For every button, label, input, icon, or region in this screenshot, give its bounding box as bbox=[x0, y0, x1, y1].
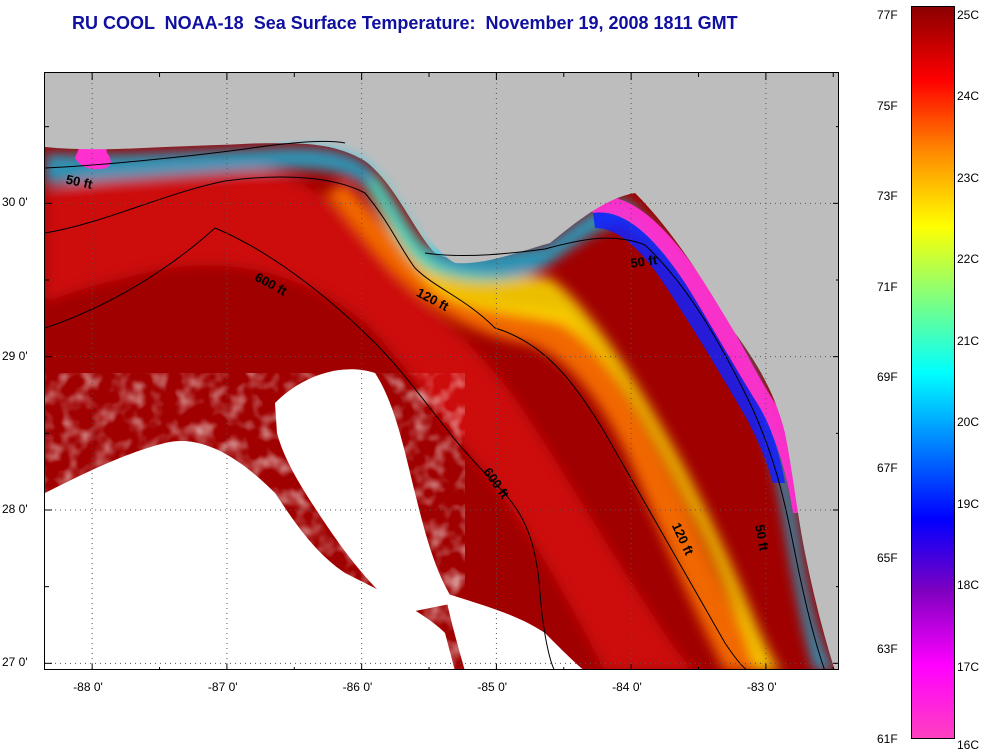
colorbar-fahrenheit-label: 67F bbox=[877, 460, 898, 475]
colorbar-celsius-label: 24C bbox=[957, 89, 980, 104]
sea-cyan-band bbox=[45, 147, 834, 669]
depth-contours bbox=[45, 140, 825, 669]
colorbar-fahrenheit-label: 75F bbox=[877, 98, 898, 113]
latitude-label: 27 0' bbox=[2, 655, 28, 670]
longitude-label: -84 0' bbox=[612, 680, 642, 694]
contour-label-6: 50 ft bbox=[752, 523, 772, 553]
longitude-label: -87 0' bbox=[207, 680, 238, 694]
florida-land bbox=[375, 73, 838, 669]
coastal-blue-fringe bbox=[593, 212, 785, 483]
contour-50ft-east bbox=[424, 237, 825, 669]
longitude-label: -85 0' bbox=[477, 680, 508, 694]
latitude-label: 29 0' bbox=[2, 348, 28, 363]
longitude-label: -86 0' bbox=[342, 680, 373, 694]
colorbar-celsius-label: 20C bbox=[957, 415, 980, 430]
colorbar-celsius-label: 21C bbox=[957, 333, 980, 348]
colorbar-celsius-label: 16C bbox=[957, 738, 980, 752]
colorbar-celsius-label: 22C bbox=[957, 252, 980, 267]
colorbar-fahrenheit-label: 71F bbox=[877, 279, 898, 294]
colorbar-fahrenheit-label: 63F bbox=[877, 641, 898, 656]
colorbar-celsius-label: 17C bbox=[957, 659, 980, 674]
contour-50ft-west bbox=[45, 140, 346, 169]
map-title: RU COOL NOAA-18 Sea Surface Temperature:… bbox=[72, 13, 738, 33]
colorbar-fahrenheit-label: 65F bbox=[877, 551, 898, 565]
colorbar-celsius-label: 23C bbox=[957, 170, 980, 185]
sea-orange-band bbox=[325, 183, 764, 669]
tick-marks bbox=[45, 73, 838, 669]
contour-600ft bbox=[45, 227, 555, 669]
northern-coast-land bbox=[45, 73, 375, 150]
contour-label-3: 50 ft bbox=[629, 252, 658, 271]
colorbar-fahrenheit-label: 77F bbox=[877, 8, 898, 23]
longitude-label: -83 0' bbox=[746, 680, 777, 694]
latitude-label: 28 0' bbox=[2, 502, 28, 516]
colorbar-celsius-label: 25C bbox=[957, 8, 980, 23]
colorbar-celsius-label: 19C bbox=[957, 496, 980, 511]
colorbar-fahrenheit-label: 73F bbox=[877, 189, 898, 204]
colorbar-fahrenheit-label: 61F bbox=[877, 732, 898, 746]
contour-120ft-west bbox=[45, 176, 747, 669]
sea-yellow-band bbox=[365, 173, 781, 669]
latitude-label: 30 0' bbox=[2, 195, 28, 210]
longitude-label: -88 0' bbox=[73, 680, 103, 694]
colorbar-fahrenheit-label: 69F bbox=[877, 370, 898, 385]
sst-map: 50 ft 600 ft 120 ft 50 ft 600 ft 120 ft 50 ft bbox=[44, 72, 839, 670]
colorbar-celsius-label: 18C bbox=[957, 578, 980, 593]
contour-label-0: 50 ft bbox=[65, 172, 95, 192]
sea-red-band bbox=[45, 168, 698, 669]
temperature-colorbar bbox=[911, 6, 955, 739]
